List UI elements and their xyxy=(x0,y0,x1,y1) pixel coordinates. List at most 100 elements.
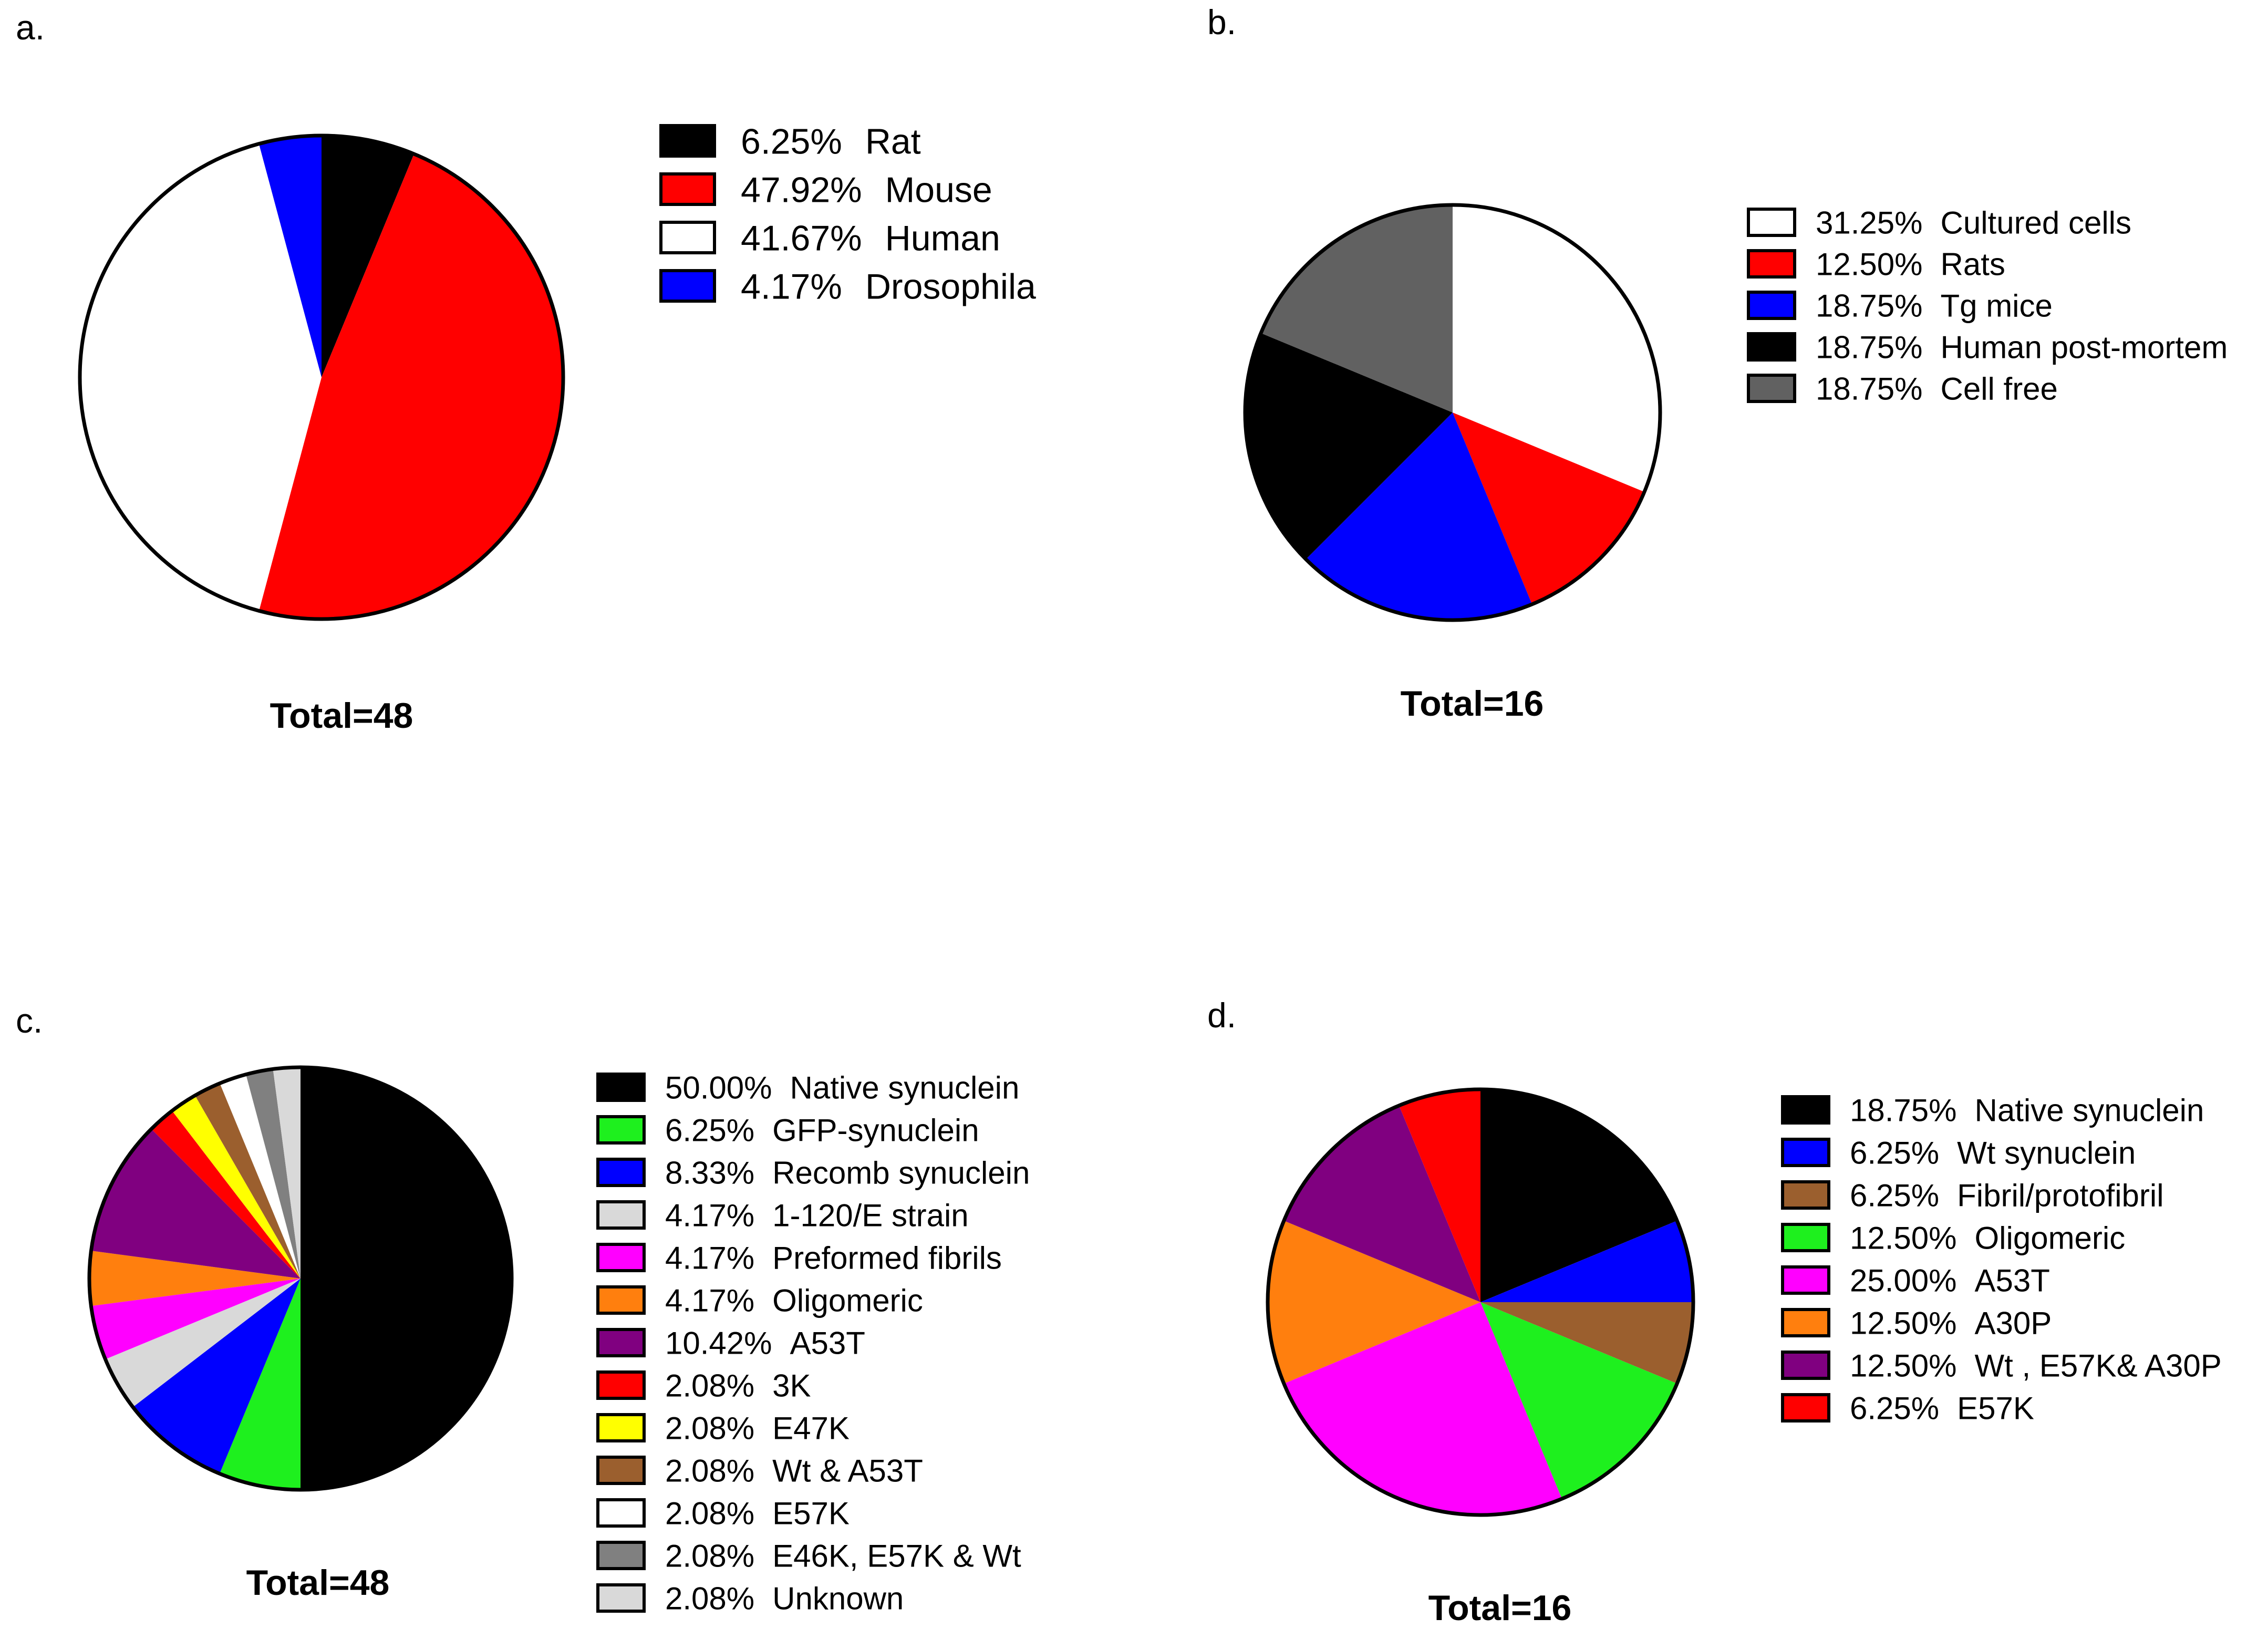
panel-a-total-label: Total=48 xyxy=(270,696,413,736)
legend-percent: 18.75% xyxy=(1816,288,1923,324)
legend-name: Native synuclein xyxy=(790,1070,1020,1106)
legend-percent: 6.25% xyxy=(665,1113,754,1148)
panel-d-slice-fibril-protofibril xyxy=(1480,1302,1693,1384)
legend-percent: 2.08% xyxy=(665,1539,754,1574)
panel-b-legend-label-human-post-mortem: 18.75% Human post-mortem xyxy=(1816,330,2228,365)
panel-c-slice-e57k xyxy=(220,1074,301,1279)
legend-percent: 12.50% xyxy=(1816,247,1923,282)
legend-percent: 50.00% xyxy=(665,1070,772,1106)
panel-b-slice-cell-free xyxy=(1261,205,1453,413)
legend-percent: 18.75% xyxy=(1816,372,1923,407)
panel-b-slice-rats xyxy=(1453,413,1644,604)
panel-c-legend-label-unknown: 2.08% Unknown xyxy=(665,1581,904,1616)
panel-c-legend-swatch-1-120-e-strain xyxy=(596,1200,646,1230)
panel-c-legend-swatch-oligomeric xyxy=(596,1285,646,1315)
panel-c-legend: 50.00% Native synuclein 6.25% GFP-synuclein… xyxy=(596,1070,1030,1616)
panel-c-legend-label-wt-a53t: 2.08% Wt & A53T xyxy=(665,1454,923,1489)
panel-c-legend-label-gfp-synuclein: 6.25% GFP-synuclein xyxy=(665,1113,979,1148)
panel-c-legend-swatch-e47k xyxy=(596,1413,646,1442)
legend-name: A53T xyxy=(790,1326,865,1361)
legend-name: Wt synuclein xyxy=(1957,1136,2136,1171)
legend-percent: 2.08% xyxy=(665,1496,754,1531)
panel-d-legend-label-wt-e57k-a30p: 12.50% Wt , E57K& A30P xyxy=(1850,1348,2222,1384)
panel-d-legend-swatch-oligomeric xyxy=(1781,1223,1830,1252)
panel-b-legend-label-cultured-cells: 31.25% Cultured cells xyxy=(1816,205,2131,241)
panel-c-slice-e47k xyxy=(172,1095,301,1279)
panel-c-slice-recomb-synuclein xyxy=(133,1279,301,1474)
panel-c-slice-oligomeric xyxy=(89,1251,301,1306)
panel-c-legend-swatch-wt-a53t xyxy=(596,1456,646,1485)
panel-d-legend-label-wt-synuclein: 6.25% Wt synuclein xyxy=(1850,1136,2136,1171)
panel-c-label: c. xyxy=(16,1001,43,1040)
panel-d-slice-a30p xyxy=(1268,1221,1480,1384)
panel-b-legend-label-cell-free: 18.75% Cell free xyxy=(1816,372,2058,407)
legend-percent: 6.25% xyxy=(1850,1136,1939,1171)
panel-d-label: d. xyxy=(1207,996,1236,1035)
panel-a-legend-label-rat: 6.25% Rat xyxy=(741,121,921,161)
panel-b-pie xyxy=(1243,203,1662,622)
legend-percent: 31.25% xyxy=(1816,205,1923,241)
legend-percent: 12.50% xyxy=(1850,1306,1957,1341)
panel-c-slice-gfp-synuclein xyxy=(220,1279,301,1490)
panel-d-legend-label-a30p: 12.50% A30P xyxy=(1850,1306,2052,1341)
legend-percent: 47.92% xyxy=(741,170,862,210)
panel-b-legend-swatch-human-post-mortem xyxy=(1747,332,1796,362)
panel-a-slice-mouse xyxy=(259,154,563,619)
legend-percent: 4.17% xyxy=(665,1283,754,1318)
panel-a-legend-label-drosophila: 4.17% Drosophila xyxy=(741,266,1036,306)
legend-percent: 2.08% xyxy=(665,1581,754,1616)
panel-d-legend-label-e57k: 6.25% E57K xyxy=(1850,1391,2034,1426)
panel-c-legend-swatch-recomb-synuclein xyxy=(596,1158,646,1187)
legend-name: Human xyxy=(885,218,1000,258)
legend-name: E47K xyxy=(772,1411,850,1446)
panel-d-pie xyxy=(1266,1087,1695,1517)
panel-c-slice-native-synuclein xyxy=(300,1067,512,1490)
legend-percent: 41.67% xyxy=(741,218,862,258)
legend-name: A53T xyxy=(1975,1263,2050,1298)
panel-c-legend-label-a53t: 10.42% A53T xyxy=(665,1326,865,1361)
panel-a-slice-human xyxy=(80,143,322,611)
panel-b-legend-label-tg-mice: 18.75% Tg mice xyxy=(1816,288,2053,324)
legend-name: GFP-synuclein xyxy=(772,1113,979,1148)
panel-d-legend-swatch-e57k xyxy=(1781,1393,1830,1422)
panel-c-legend-swatch-a53t xyxy=(596,1328,646,1357)
panel-d-slice-a53t xyxy=(1283,1302,1562,1516)
panel-d-slice-native-synuclein xyxy=(1480,1089,1677,1302)
panel-a-legend-label-mouse: 47.92% Mouse xyxy=(741,170,992,210)
panel-c-legend-swatch-gfp-synuclein xyxy=(596,1115,646,1145)
panel-c-slice-unknown xyxy=(273,1067,301,1279)
panel-a-legend-swatch-drosophila xyxy=(659,269,716,303)
legend-percent: 4.17% xyxy=(741,266,842,306)
panel-c-legend-label-native-synuclein: 50.00% Native synuclein xyxy=(665,1070,1019,1106)
panel-b-slice-tg-mice xyxy=(1306,413,1532,620)
legend-percent: 6.25% xyxy=(1850,1391,1939,1426)
legend-percent: 2.08% xyxy=(665,1411,754,1446)
legend-name: Oligomeric xyxy=(772,1283,923,1318)
legend-name: E46K, E57K & Wt xyxy=(772,1539,1021,1574)
legend-percent: 6.25% xyxy=(741,121,842,161)
panel-c-legend-swatch-3k xyxy=(596,1370,646,1400)
panel-a-pie-outline xyxy=(78,133,565,621)
panel-c-pie-outline xyxy=(87,1065,514,1492)
panel-a-legend-swatch-rat xyxy=(659,124,716,158)
panel-c-slice-1-120-e-strain xyxy=(105,1279,301,1407)
legend-name: Oligomeric xyxy=(1975,1221,2126,1256)
panel-b-total-label: Total=16 xyxy=(1401,684,1544,724)
legend-name: Unknown xyxy=(772,1581,904,1616)
legend-percent: 4.17% xyxy=(665,1198,754,1233)
legend-name: Tg mice xyxy=(1941,288,2053,324)
legend-percent: 10.42% xyxy=(665,1326,772,1361)
panel-c-legend-label-e47k: 2.08% E47K xyxy=(665,1411,850,1446)
panel-d-legend-swatch-a53t xyxy=(1781,1265,1830,1295)
panel-b-legend-swatch-cell-free xyxy=(1747,374,1796,403)
panel-a-slice-rat xyxy=(322,136,415,377)
panel-d-legend-label-a53t: 25.00% A53T xyxy=(1850,1263,2050,1298)
panel-b-pie-outline xyxy=(1243,203,1662,622)
panel-d-legend-label-fibril-protofibril: 6.25% Fibril/protofibril xyxy=(1850,1178,2164,1213)
legend-name: Wt & A53T xyxy=(772,1454,923,1489)
legend-percent: 12.50% xyxy=(1850,1348,1957,1384)
panel-d-legend-swatch-fibril-protofibril xyxy=(1781,1180,1830,1210)
legend-name: Preformed fibrils xyxy=(772,1241,1002,1276)
